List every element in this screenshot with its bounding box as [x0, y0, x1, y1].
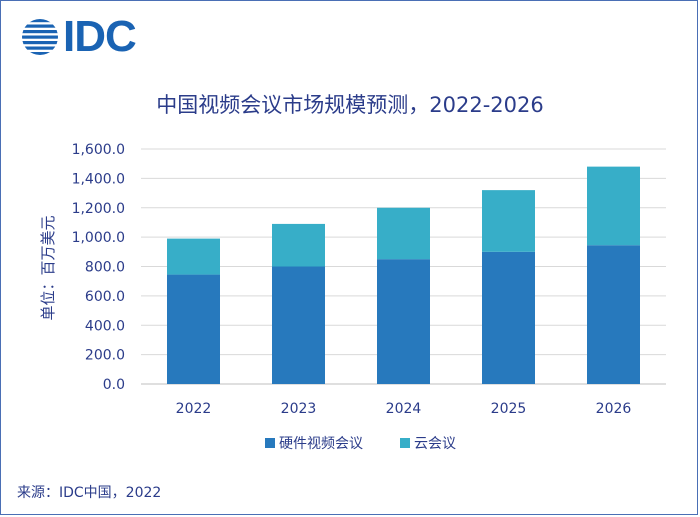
chart-svg: 中国视频会议市场规模预测，2022-2026 单位：百万美元 0.0 200.0 4…: [39, 93, 666, 452]
y-tick-label: 1,400.0: [72, 171, 125, 187]
y-tick-label: 1,600.0: [72, 142, 125, 158]
y-tick-label: 200.0: [85, 348, 125, 364]
y-tick-label: 400.0: [85, 318, 125, 334]
logo-text: IDC: [63, 12, 137, 61]
bar-cloud-2022: [167, 238, 220, 275]
bars: [167, 166, 640, 384]
source-note: 来源：IDC中国，2022: [17, 485, 162, 501]
x-tick-labels: 2022 2023 2024 2025 2026: [176, 401, 632, 417]
legend-cloud-label: 云会议: [414, 436, 456, 452]
bar-cloud-2023: [272, 223, 325, 267]
idc-logo: IDC: [21, 12, 137, 61]
bar-cloud-2026: [587, 166, 640, 246]
y-tick-labels: 0.0 200.0 400.0 600.0 800.0 1,000.0 1,200.0 1,4…: [72, 142, 125, 393]
chart-title: 中国视频会议市场规模预测，2022-2026: [156, 93, 543, 117]
y-tick-label: 600.0: [85, 289, 125, 305]
legend-cloud-swatch: [400, 438, 410, 448]
y-tick-label: 1,000.0: [72, 230, 125, 246]
globe-icon: [22, 19, 58, 55]
x-tick-label: 2022: [176, 401, 212, 417]
legend-hardware-label: 硬件视频会议: [279, 436, 363, 452]
bar-hardware-2024: [377, 259, 430, 384]
y-tick-label: 0.0: [103, 377, 125, 393]
x-tick-label: 2025: [491, 401, 527, 417]
y-tick-label: 1,200.0: [72, 201, 125, 217]
bar-hardware-2025: [482, 251, 535, 384]
bar-hardware-2026: [587, 245, 640, 384]
x-tick-label: 2024: [386, 401, 422, 417]
bar-hardware-2022: [167, 274, 220, 384]
legend: 硬件视频会议 云会议: [265, 436, 456, 452]
x-tick-label: 2023: [281, 401, 317, 417]
y-axis-label: 单位：百万美元: [39, 215, 57, 320]
x-tick-label: 2026: [596, 401, 632, 417]
legend-hardware-swatch: [265, 438, 275, 448]
y-tick-label: 800.0: [85, 260, 125, 276]
bar-cloud-2025: [482, 190, 535, 252]
bar-hardware-2023: [272, 266, 325, 384]
bar-cloud-2024: [377, 207, 430, 260]
